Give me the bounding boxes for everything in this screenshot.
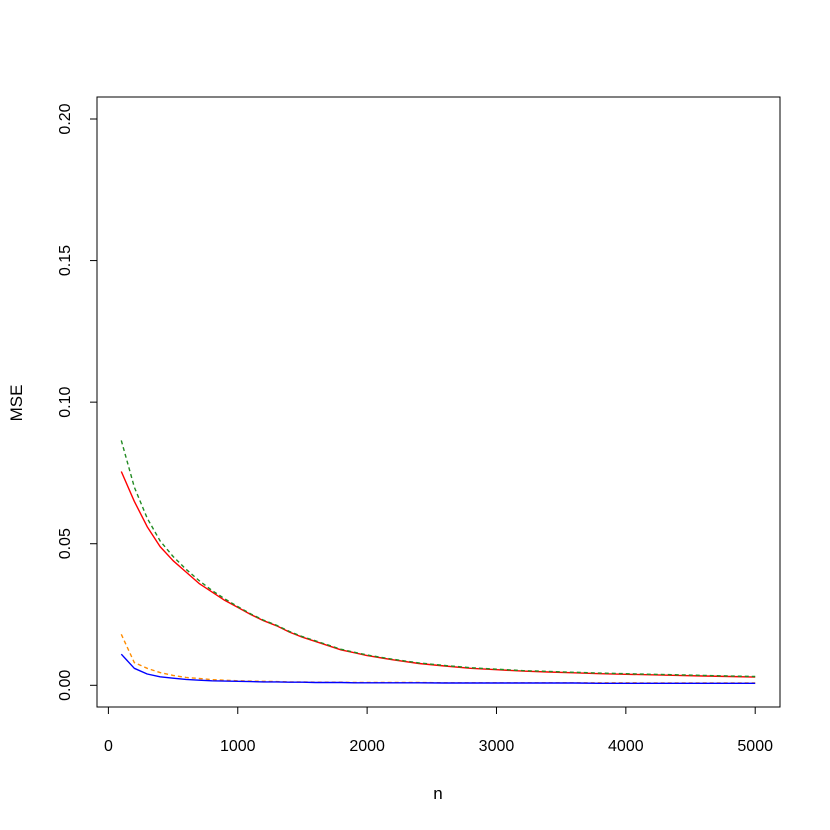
y-tick-label: 0.00 [57, 670, 74, 701]
x-axis-title: n [433, 784, 442, 803]
y-tick-label: 0.20 [57, 103, 74, 134]
y-tick-label: 0.05 [57, 528, 74, 559]
y-axis-title: MSE [7, 385, 26, 422]
y-axis: 0.00 0.05 0.10 0.15 0.20 [57, 103, 98, 701]
x-tick-label: 0 [104, 738, 113, 755]
series-line-4 [120, 653, 756, 684]
series-line-2 [120, 440, 756, 678]
x-tick-label: 2000 [349, 738, 385, 755]
x-tick-label: 1000 [220, 738, 256, 755]
x-tick-label: 4000 [608, 738, 644, 755]
series-line-1 [120, 471, 756, 678]
plot-frame [96, 96, 781, 708]
x-tick-label: 5000 [737, 738, 773, 755]
y-tick-label: 0.15 [57, 245, 74, 276]
y-tick-label: 0.10 [57, 386, 74, 417]
x-axis: 0 1000 2000 3000 4000 5000 [104, 706, 773, 755]
series-layer [120, 440, 756, 684]
x-tick-label: 3000 [479, 738, 515, 755]
